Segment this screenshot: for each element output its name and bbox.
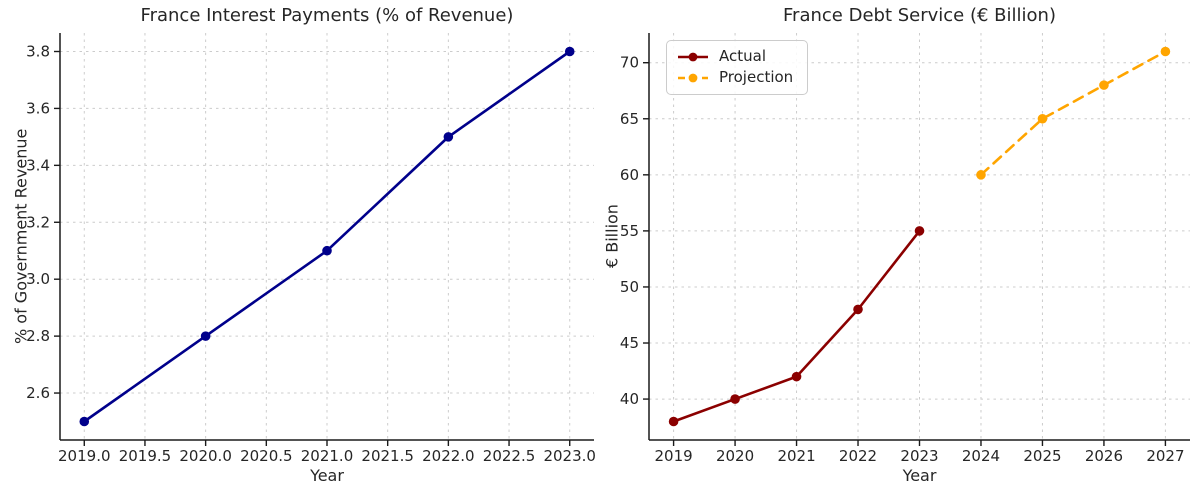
- legend-label-actual: Actual: [719, 47, 766, 65]
- interest-payments-point: [200, 331, 211, 341]
- y-tick-label: 55: [620, 222, 639, 240]
- projection-point: [1099, 80, 1109, 90]
- x-tick-label: 2020: [716, 447, 754, 465]
- x-tick-label: 2022.5: [483, 447, 536, 465]
- legend: Actual Projection: [666, 40, 809, 95]
- legend-item-actual: Actual: [677, 47, 793, 65]
- x-tick-label: 2022: [839, 447, 877, 465]
- left-chart: 2019.0 2019.5 2020.0 2020.5 2021.0 2021.5 2022…: [26, 33, 596, 465]
- actual-point: [730, 394, 740, 404]
- interest-payments-point: [79, 416, 90, 427]
- y-tick-label: 3.2: [26, 213, 50, 231]
- y-tick-label: 40: [620, 390, 639, 408]
- projection-point: [976, 170, 986, 180]
- y-tick-label: 65: [620, 110, 639, 128]
- right-chart-title: France Debt Service (€ Billion): [783, 5, 1056, 26]
- left-chart-title: France Interest Payments (% of Revenue): [140, 5, 514, 26]
- actual-point: [914, 226, 925, 236]
- x-tick-label: 2024: [962, 447, 1000, 465]
- y-tick-label: 60: [620, 166, 639, 184]
- actual-point: [668, 416, 679, 427]
- x-tick-label: 2021.0: [301, 447, 354, 465]
- x-tick-label: 2021: [777, 447, 815, 465]
- x-tick-label: 2019: [654, 447, 692, 465]
- x-tick-label: 2019.0: [58, 447, 111, 465]
- y-tick-label: 2.6: [26, 384, 50, 402]
- interest-payments-point: [564, 46, 575, 57]
- actual-legend-marker: [688, 52, 698, 62]
- y-tick-label: 3.4: [26, 156, 50, 174]
- projection-point: [1160, 46, 1171, 57]
- left-chart-ylabel: % of Government Revenue: [11, 128, 31, 345]
- x-tick-label: 2021.5: [361, 447, 414, 465]
- left-chart-xlabel: Year: [310, 466, 344, 485]
- x-tick-label: 2023.0: [543, 447, 596, 465]
- right-chart-ylabel: € Billion: [602, 204, 622, 269]
- right-chart: 2019 2020 2021 2022 2023 2024 2025 2026 2027 40 45…: [620, 33, 1190, 465]
- interest-payments-point: [443, 132, 454, 142]
- actual-point: [791, 371, 802, 382]
- x-tick-label: 2020.5: [240, 447, 293, 465]
- x-tick-label: 2019.5: [119, 447, 172, 465]
- x-tick-label: 2027: [1146, 447, 1184, 465]
- x-tick-label: 2022.0: [422, 447, 475, 465]
- legend-label-projection: Projection: [719, 68, 794, 87]
- x-tick-label: 2025: [1023, 447, 1061, 465]
- projection-legend-marker: [688, 73, 698, 83]
- projection-legend-swatch: [678, 73, 708, 83]
- x-tick-label: 2026: [1085, 447, 1123, 465]
- legend-item-projection: Projection: [677, 68, 794, 87]
- y-tick-label: 3.0: [26, 270, 50, 288]
- actual-point: [853, 304, 863, 315]
- actual-legend-swatch: [678, 52, 708, 62]
- y-tick-label: 50: [620, 278, 639, 296]
- y-tick-label: 3.8: [26, 43, 50, 61]
- y-tick-label: 45: [620, 334, 639, 352]
- projection-point: [1037, 113, 1048, 124]
- interest-payments-point: [322, 245, 332, 256]
- x-tick-label: 2020.0: [179, 447, 232, 465]
- x-tick-label: 2023: [900, 447, 938, 465]
- y-tick-label: 2.8: [26, 327, 50, 345]
- y-tick-label: 70: [620, 54, 639, 72]
- y-tick-label: 3.6: [26, 99, 50, 117]
- right-chart-xlabel: Year: [902, 466, 937, 485]
- projection-line: [979, 50, 1167, 177]
